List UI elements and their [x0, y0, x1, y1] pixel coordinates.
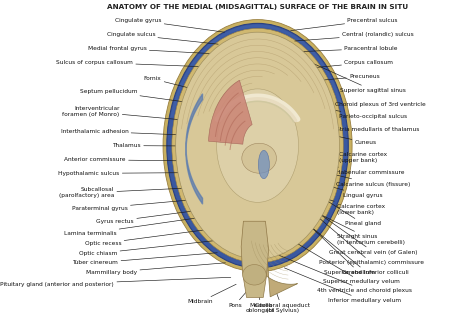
Text: Cerebral aqueduct
(of Sylvius): Cerebral aqueduct (of Sylvius)	[255, 283, 310, 313]
Text: Paraterminal gyrus: Paraterminal gyrus	[72, 197, 217, 210]
Ellipse shape	[242, 143, 276, 173]
Text: Corpus callosum: Corpus callosum	[296, 60, 393, 69]
Text: Anterior commissure: Anterior commissure	[64, 157, 228, 162]
Text: Superior sagittal sinus: Superior sagittal sinus	[301, 58, 406, 93]
Text: Inferior medullary velum: Inferior medullary velum	[284, 268, 401, 303]
Text: ANATOMY OF THE MEDIAL (MIDSAGITTAL) SURFACE OF THE BRAIN IN SITU: ANATOMY OF THE MEDIAL (MIDSAGITTAL) SURF…	[107, 4, 408, 10]
Text: Medulla
oblongata: Medulla oblongata	[246, 294, 275, 313]
Text: Optic recess: Optic recess	[85, 228, 222, 246]
Ellipse shape	[172, 29, 343, 263]
Text: Cuneus: Cuneus	[308, 130, 377, 145]
Ellipse shape	[243, 265, 266, 285]
Text: Mammillary body: Mammillary body	[86, 263, 226, 275]
Text: Pituitary gland (anterior and posterior): Pituitary gland (anterior and posterior)	[0, 277, 231, 287]
Text: Medial frontal gyrus: Medial frontal gyrus	[88, 46, 212, 54]
Text: Straight sinus
(in tentorium cerebelli): Straight sinus (in tentorium cerebelli)	[301, 205, 405, 245]
Text: Superior and inferior colliculi: Superior and inferior colliculi	[280, 202, 409, 275]
Ellipse shape	[258, 150, 269, 179]
Text: Cingulate gyrus: Cingulate gyrus	[115, 18, 225, 32]
Polygon shape	[246, 221, 298, 297]
Text: Optic chiasm: Optic chiasm	[79, 241, 213, 256]
Text: Hypothalamic sulcus: Hypothalamic sulcus	[58, 171, 228, 176]
Text: Habenular commissure: Habenular commissure	[276, 157, 404, 175]
Text: Calcarine cortex
(upper bank): Calcarine cortex (upper bank)	[305, 149, 388, 163]
Ellipse shape	[217, 89, 299, 202]
Text: Pineal gland: Pineal gland	[279, 170, 381, 226]
Text: 4th ventricle and choroid plexus: 4th ventricle and choroid plexus	[279, 255, 412, 293]
Text: Superior medullary velum: Superior medullary velum	[285, 236, 400, 284]
Polygon shape	[241, 221, 269, 297]
Text: Central (rolandic) sulcus: Central (rolandic) sulcus	[295, 32, 414, 41]
Text: Pons: Pons	[228, 291, 247, 307]
Text: Sulcus of corpus callosum: Sulcus of corpus callosum	[56, 60, 207, 67]
Text: Septum pellucidum: Septum pellucidum	[80, 89, 228, 108]
Text: Tuber cinereum: Tuber cinereum	[73, 253, 217, 265]
Text: Fornix: Fornix	[144, 76, 231, 98]
Text: Cingulate sulcus: Cingulate sulcus	[107, 32, 218, 44]
Text: Choroid plexus of 3rd ventricle: Choroid plexus of 3rd ventricle	[266, 101, 426, 117]
Ellipse shape	[167, 23, 348, 268]
Ellipse shape	[176, 32, 339, 259]
Text: Parieto-occipital sulcus: Parieto-occipital sulcus	[303, 105, 408, 119]
Text: Cerebellum: Cerebellum	[303, 220, 376, 275]
Text: Subcallosal
(parolfactory) area: Subcallosal (parolfactory) area	[59, 187, 218, 198]
Text: Paracentral lobule: Paracentral lobule	[298, 46, 398, 52]
Text: Stria medullaris of thalamus: Stria medullaris of thalamus	[270, 127, 419, 132]
Text: Calcarine sulcus (fissure): Calcarine sulcus (fissure)	[304, 167, 410, 187]
Text: Thalamus: Thalamus	[112, 143, 232, 148]
Text: Lamina terminalis: Lamina terminalis	[64, 214, 222, 236]
Ellipse shape	[163, 20, 352, 272]
Text: Gyrus rectus: Gyrus rectus	[96, 209, 211, 224]
Text: Precentral sulcus: Precentral sulcus	[291, 18, 398, 31]
Text: Lingual gyrus: Lingual gyrus	[305, 180, 383, 198]
Text: Calcarine cortex
(lower bank): Calcarine cortex (lower bank)	[304, 192, 385, 215]
Text: Posterior (epithalamic) commissure: Posterior (epithalamic) commissure	[278, 183, 424, 265]
Text: Midbrain: Midbrain	[188, 284, 236, 304]
Text: Interventricular
foramen (of Monro): Interventricular foramen (of Monro)	[62, 106, 223, 124]
Text: Interthalamic adhesion: Interthalamic adhesion	[61, 129, 231, 137]
Text: Precuneus: Precuneus	[301, 74, 380, 82]
Text: Great cerebral vein (of Galen): Great cerebral vein (of Galen)	[284, 189, 418, 255]
Polygon shape	[209, 80, 252, 144]
